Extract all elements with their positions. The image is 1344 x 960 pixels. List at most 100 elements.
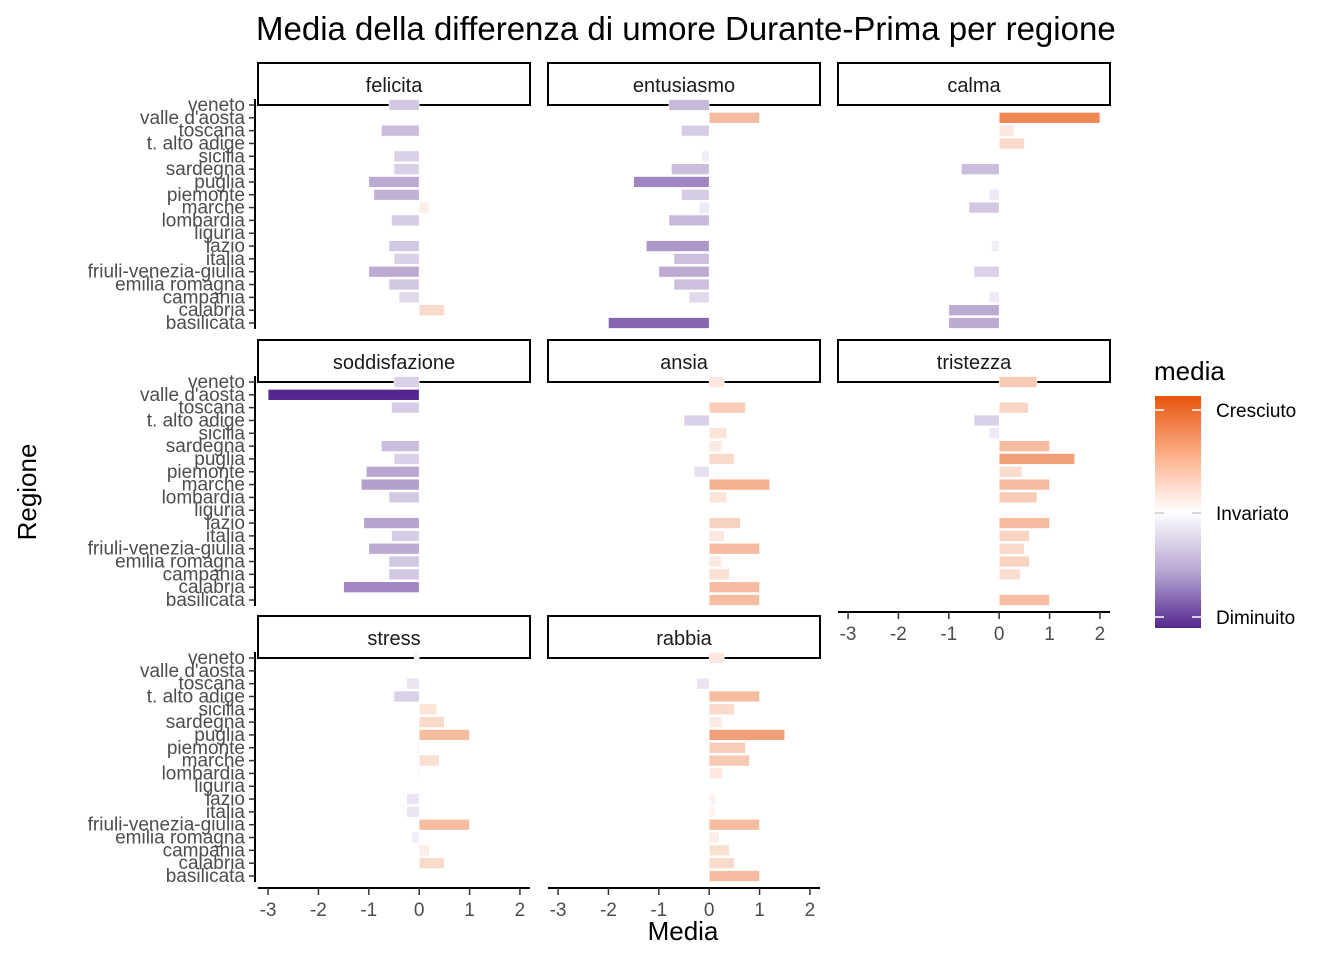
y-tick-label: calabria [178, 300, 245, 321]
facet-strip [257, 615, 531, 659]
y-tick-label: t. alto adige [147, 133, 245, 154]
bar-stress-italia [406, 806, 420, 818]
bar-entusiasmo-friuli-venezia-giulia [658, 265, 710, 278]
bar-ansia-t-alto-adige [683, 414, 710, 427]
bar-entusiasmo-lazio [645, 240, 710, 252]
bar-tristezza-lombardia [998, 491, 1038, 504]
bar-soddisfazione-calabria [343, 581, 420, 593]
bar-tristezza-emilia-romagna [998, 555, 1030, 568]
bar-felicita-piemonte [373, 189, 420, 201]
facet-panel-tristezza: tristezza -3 -2 -1 0 1 2 [837, 339, 1111, 645]
x-tick-label: 0 [414, 900, 425, 921]
bar-tristezza-sardegna [998, 440, 1050, 452]
bar-rabbia-campania [708, 844, 730, 857]
bar-ansia-friuli-venezia-giulia [708, 542, 760, 555]
y-tick-label: toscana [178, 121, 245, 142]
bar-felicita-italia [393, 253, 420, 265]
y-tick-label: piemonte [167, 462, 245, 483]
bar-calma-calabria [948, 304, 1000, 316]
y-tick-label: valle d'aosta [140, 385, 245, 406]
bar-stress-piemonte [416, 742, 420, 754]
bar-soddisfazione-lombardia [388, 491, 420, 504]
y-tick-label: friuli-venezia-giulia [88, 539, 246, 560]
y-tick-label: t. alto adige [147, 686, 245, 707]
bar-ansia-sardegna [708, 440, 723, 452]
bar-stress-sicilia [418, 703, 438, 716]
bar-tristezza-lazio [998, 517, 1050, 529]
bar-felicita-friuli-venezia-giulia [368, 265, 420, 278]
bar-stress-emilia-romagna [411, 831, 420, 844]
bar-ansia-calabria [708, 581, 760, 593]
bar-rabbia-friuli-venezia-giulia [708, 818, 760, 831]
bar-rabbia-lombardia [708, 767, 724, 780]
y-tick-label: liguria [194, 223, 245, 244]
bar-ansia-campania [708, 568, 730, 581]
bar-tristezza-friuli-venezia-giulia [998, 542, 1025, 555]
bar-soddisfazione-campania [388, 568, 420, 581]
x-tick-label: -2 [890, 624, 907, 645]
y-tick-label: calabria [178, 853, 245, 874]
y-tick-label: lazio [206, 789, 245, 810]
bar-tristezza-basilicata [998, 594, 1050, 606]
bar-calma-marche [968, 201, 1000, 214]
bar-soddisfazione-piemonte [365, 466, 420, 478]
y-tick-label: lazio [206, 513, 245, 534]
y-tick-label: liguria [194, 776, 245, 797]
y-tick-label: friuli-venezia-giulia [88, 815, 246, 836]
bar-calma-lazio [991, 240, 1000, 252]
bar-calma-basilicata [948, 317, 1000, 329]
x-tick-label: -1 [940, 624, 957, 645]
x-tick-label: -3 [550, 900, 567, 921]
bar-tristezza-piemonte [998, 466, 1023, 478]
bar-calma-valle-d-aosta [998, 112, 1101, 124]
x-tick-label: 2 [515, 900, 526, 921]
facet-strip-label: rabbia [656, 628, 712, 650]
facet-strip-label: ansia [660, 352, 709, 374]
bar-tristezza-t-alto-adige [973, 414, 1000, 427]
bar-calma-piemonte [988, 189, 1000, 201]
y-tick-label: sicilia [199, 423, 246, 444]
x-tick-label: 1 [1044, 624, 1055, 645]
bar-entusiasmo-basilicata [608, 317, 710, 329]
bar-rabbia-puglia [708, 729, 786, 741]
y-tick-label: italia [206, 249, 246, 270]
y-tick-label: lombardia [162, 763, 246, 784]
facet-strip-label: tristezza [937, 352, 1012, 374]
bar-ansia-sicilia [708, 427, 728, 440]
bar-soddisfazione-toscana [391, 401, 420, 414]
bar-felicita-marche [418, 201, 430, 214]
bar-entusiasmo-emilia-romagna [673, 278, 710, 291]
bar-entusiasmo-sicilia [701, 150, 710, 163]
y-tick-label: emilia romagna [115, 552, 245, 573]
y-tick-label: calabria [178, 577, 245, 598]
y-tick-label: sardegna [166, 436, 246, 457]
legend-title: media [1154, 356, 1225, 386]
bar-calma-t-alto-adige [998, 137, 1025, 150]
bar-soddisfazione-emilia-romagna [388, 555, 420, 568]
y-tick-label: italia [206, 526, 246, 547]
bar-ansia-toscana [708, 401, 746, 414]
y-tick-label: campania [163, 840, 246, 861]
y-tick-label: piemonte [167, 185, 245, 206]
y-axis-title: Regione [12, 444, 42, 541]
legend-label-invariato: Invariato [1216, 504, 1289, 525]
facet-strip [547, 615, 821, 659]
bar-rabbia-lazio [708, 793, 716, 805]
bar-felicita-sardegna [393, 163, 420, 175]
bar-rabbia-toscana [696, 677, 710, 690]
bar-rabbia-basilicata [708, 870, 760, 882]
y-tick-label: sicilia [199, 699, 246, 720]
chart-title: Media della differenza di umore Durante-… [256, 10, 1116, 47]
x-tick-label: 1 [754, 900, 765, 921]
x-tick-label: 0 [704, 900, 715, 921]
y-tick-label: puglia [194, 449, 245, 470]
y-tick-label: basilicata [166, 590, 246, 611]
x-tick-label: -2 [310, 900, 327, 921]
bar-stress-marche [418, 754, 440, 767]
bar-stress-sardegna [418, 716, 445, 728]
bar-felicita-lombardia [391, 214, 420, 227]
facet-strip-label: stress [367, 628, 420, 650]
